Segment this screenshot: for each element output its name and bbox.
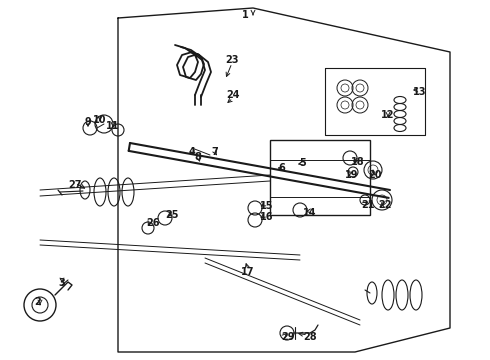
Text: 10: 10 bbox=[93, 115, 107, 125]
Text: 15: 15 bbox=[260, 201, 274, 211]
Text: 24: 24 bbox=[226, 90, 240, 100]
Text: 23: 23 bbox=[225, 55, 239, 65]
Text: 18: 18 bbox=[351, 157, 365, 167]
Text: 4: 4 bbox=[189, 147, 196, 157]
Text: 25: 25 bbox=[165, 210, 179, 220]
Text: 28: 28 bbox=[303, 332, 317, 342]
Text: 22: 22 bbox=[378, 200, 392, 210]
Text: 14: 14 bbox=[303, 208, 317, 218]
Text: 29: 29 bbox=[281, 332, 295, 342]
Text: 1: 1 bbox=[242, 10, 248, 20]
Text: 26: 26 bbox=[146, 218, 160, 228]
Text: 3: 3 bbox=[59, 278, 65, 288]
Text: 7: 7 bbox=[212, 147, 219, 157]
Text: 12: 12 bbox=[381, 110, 395, 120]
Text: 17: 17 bbox=[241, 267, 255, 277]
Text: 16: 16 bbox=[260, 212, 274, 222]
Text: 2: 2 bbox=[35, 297, 41, 307]
Polygon shape bbox=[270, 140, 370, 215]
Text: 13: 13 bbox=[413, 87, 427, 97]
Text: 8: 8 bbox=[195, 152, 201, 162]
Text: 27: 27 bbox=[68, 180, 82, 190]
Text: 21: 21 bbox=[361, 200, 375, 210]
Text: 20: 20 bbox=[368, 170, 382, 180]
Text: 6: 6 bbox=[279, 163, 285, 173]
Text: 5: 5 bbox=[299, 158, 306, 168]
Text: 11: 11 bbox=[106, 121, 120, 131]
Text: 9: 9 bbox=[85, 117, 91, 127]
Text: 19: 19 bbox=[345, 170, 359, 180]
